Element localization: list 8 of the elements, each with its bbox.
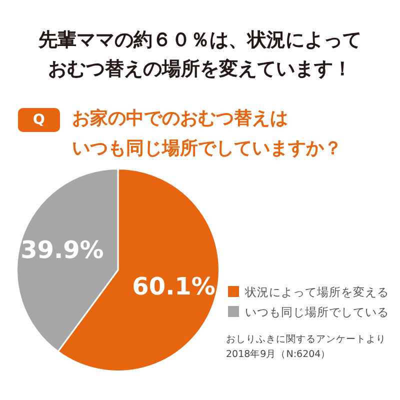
text: おしりふきに関するアンケートより 2018年9月（N:6204） [226, 333, 386, 362]
text: Q [18, 108, 60, 132]
data-label: 39.9% [20, 236, 104, 264]
data-label: 60.1% [132, 272, 216, 301]
legend-label: 状況によって場所を変える [244, 284, 389, 301]
chart-subtitle: お家の中でのおむつ替えはいつも同じ場所でしていますか？ [72, 107, 343, 161]
legend-label: いつも同じ場所でしている [244, 304, 389, 321]
chart-title: 先輩ママの約６０％は、状況によっておむつ替えの場所を変えています！ [37, 28, 362, 82]
